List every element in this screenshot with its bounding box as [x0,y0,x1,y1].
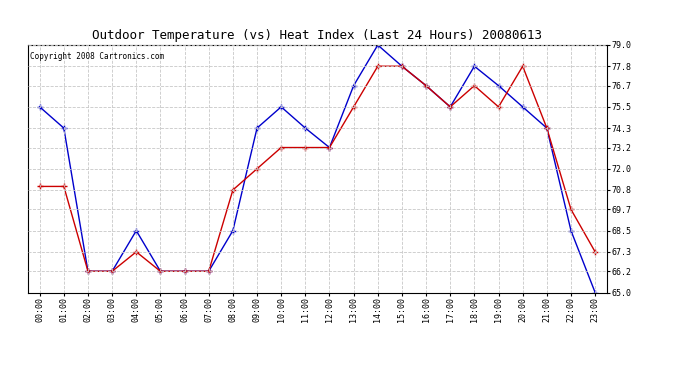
Text: Copyright 2008 Cartronics.com: Copyright 2008 Cartronics.com [30,53,165,62]
Title: Outdoor Temperature (vs) Heat Index (Last 24 Hours) 20080613: Outdoor Temperature (vs) Heat Index (Las… [92,30,542,42]
